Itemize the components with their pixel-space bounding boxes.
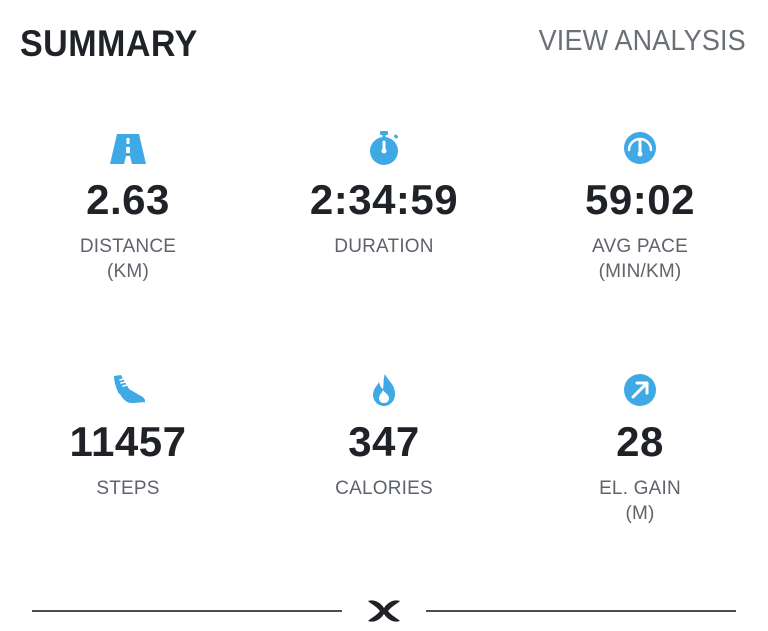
calories-label: CALORIES — [335, 478, 433, 499]
shoe-icon — [114, 375, 145, 405]
distance-label: DISTANCE — [79, 236, 177, 257]
brand-logo-icon — [368, 600, 400, 622]
steps-label: STEPS — [96, 478, 160, 499]
stat-duration: 2:34:59 DURATION — [256, 128, 512, 259]
stat-avg-pace: 59:02 AVG PACE (MIN/KM) — [512, 128, 768, 284]
road-icon — [110, 134, 146, 164]
stat-elevation-gain: 28 EL. GAIN (M) — [512, 370, 768, 526]
view-analysis-link[interactable]: VIEW ANALYSIS — [538, 25, 746, 57]
footer-divider-left — [32, 610, 342, 612]
speedometer-icon — [624, 132, 656, 164]
stat-steps: 11457 STEPS — [0, 370, 256, 501]
flame-icon — [373, 374, 395, 406]
distance-value: 2.63 — [86, 176, 170, 223]
steps-value: 11457 — [69, 418, 187, 465]
summary-header: SUMMARY VIEW ANALYSIS — [0, 0, 768, 90]
duration-label: DURATION — [334, 236, 434, 257]
stat-calories: 347 CALORIES — [256, 370, 512, 501]
stopwatch-icon — [370, 131, 399, 165]
calories-value: 347 — [348, 418, 420, 465]
duration-value: 2:34:59 — [309, 176, 459, 223]
footer-divider-right — [426, 610, 736, 612]
arrow-up-right-icon — [624, 374, 656, 406]
elevation-gain-unit: (M) — [625, 503, 655, 524]
page-title: SUMMARY — [20, 23, 198, 64]
avg-pace-label: AVG PACE — [592, 236, 688, 257]
avg-pace-unit: (MIN/KM) — [598, 261, 682, 282]
distance-unit: (KM) — [107, 261, 149, 282]
elevation-gain-label: EL. GAIN — [599, 478, 681, 499]
stat-distance: 2.63 DISTANCE (KM) — [0, 128, 256, 284]
avg-pace-value: 59:02 — [585, 176, 695, 223]
elevation-gain-value: 28 — [616, 418, 664, 465]
